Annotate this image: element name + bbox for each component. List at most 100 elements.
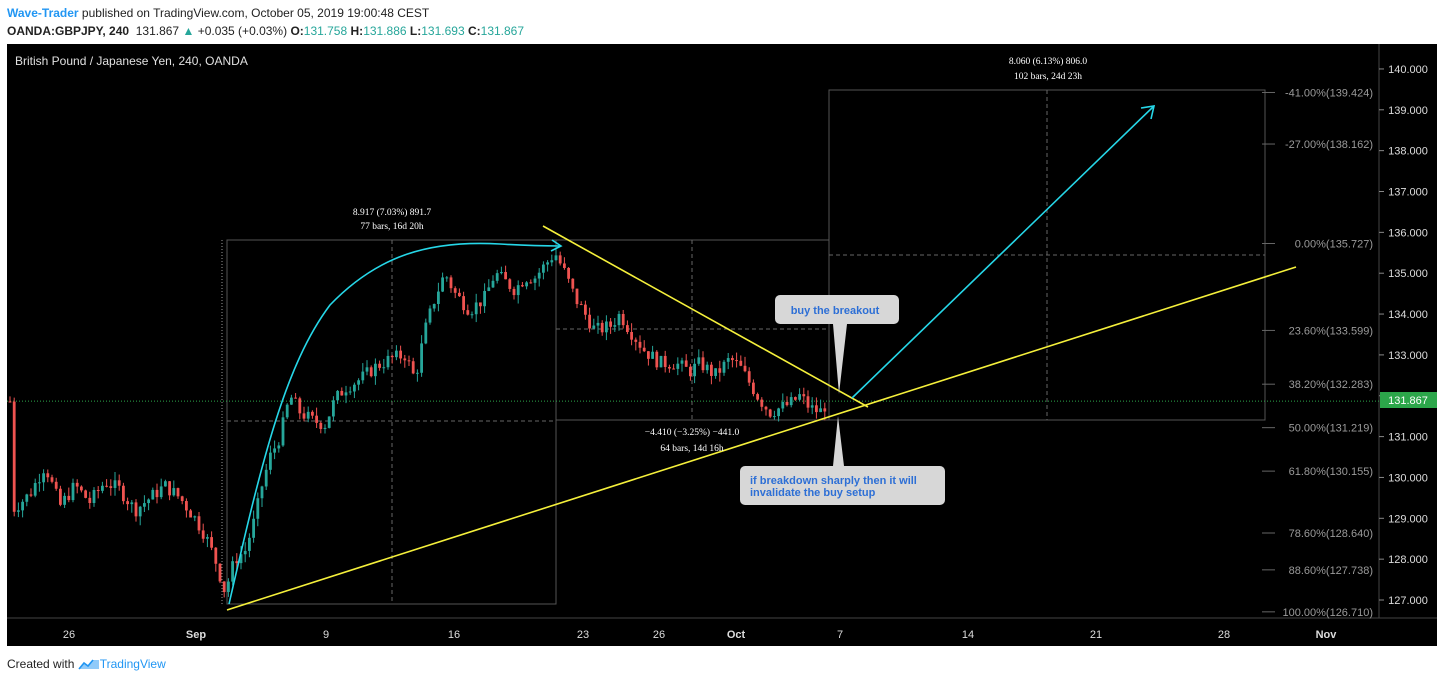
candle-body [197, 516, 201, 531]
candle-body [592, 325, 596, 329]
candle-body [344, 392, 348, 396]
candle-body [369, 367, 373, 377]
candle-body [609, 321, 612, 327]
last-price-tag-text: 131.867 [1388, 395, 1428, 407]
candle-body [323, 427, 327, 429]
price-tick-label: 128.000 [1388, 554, 1428, 566]
candle-body [663, 355, 667, 367]
symbol-label[interactable]: OANDA:GBPJPY, 240 [7, 24, 130, 38]
candle-body [823, 408, 827, 412]
candle-body [92, 490, 96, 503]
candle-body [596, 322, 600, 326]
candle-body [466, 310, 470, 315]
candle-body [159, 486, 163, 498]
rally-arc [228, 242, 561, 605]
tradingview-logo-icon [78, 659, 99, 670]
candle-body [420, 343, 423, 373]
fib-level-label: 0.00%(135.727) [1295, 239, 1373, 251]
candle-body [374, 363, 377, 377]
candle-body [113, 480, 117, 488]
candle-body [533, 278, 537, 283]
candle-body [428, 308, 432, 323]
candle-body [222, 581, 226, 593]
close-value: 131.867 [480, 24, 525, 38]
candle-body [819, 408, 822, 413]
price-axis[interactable] [1379, 44, 1437, 618]
candle-body [768, 409, 772, 417]
candle-body [193, 516, 197, 518]
callout-buy[interactable]: buy the breakout [775, 295, 899, 394]
high-value: 131.886 [363, 24, 407, 38]
candle-body [353, 384, 356, 392]
candle-body [168, 481, 171, 496]
price-tick-label: 129.000 [1388, 513, 1428, 525]
price-tick-label: 138.000 [1388, 146, 1428, 158]
candle-body [701, 357, 705, 371]
candle-body [689, 366, 692, 377]
candle-body [437, 291, 440, 304]
candle-body [630, 331, 633, 340]
candle-body [285, 404, 289, 418]
measure-1-line1: 8.917 (7.03%) 891.7 [353, 207, 432, 218]
price-tick-label: 131.000 [1388, 432, 1428, 444]
price-tick-label: 130.000 [1388, 472, 1428, 484]
candle-body [773, 416, 776, 418]
candle-body [311, 411, 314, 416]
candle-body [134, 502, 138, 517]
candle-body [151, 489, 155, 500]
candle-body [273, 448, 276, 453]
callout-invalidate[interactable]: if breakdown sharply then it will invali… [740, 416, 945, 505]
rally-arc-arrowhead [550, 239, 563, 252]
candle-body [794, 397, 797, 400]
footer: Created with TradingView [7, 657, 166, 671]
candle-body [231, 561, 234, 582]
candle-body [180, 496, 184, 502]
measure-3-line1: 8.060 (6.13%) 806.0 [1009, 56, 1088, 67]
candle-body [521, 285, 524, 287]
candle-body [17, 510, 20, 512]
candle-body [130, 502, 134, 505]
candle-body [126, 501, 129, 505]
candle-body [395, 350, 398, 358]
candle-body [462, 296, 465, 311]
fib-level-label: 50.00%(131.219) [1289, 423, 1373, 435]
candle-body [50, 477, 54, 482]
candle-body [684, 360, 688, 367]
candle-body [777, 408, 780, 417]
candle-body [458, 292, 461, 297]
candle-body [214, 547, 218, 564]
candle-body [588, 314, 591, 329]
candle-body [260, 486, 264, 499]
candle-body [302, 413, 306, 419]
candle-body [479, 302, 482, 307]
last-price-tag-bg [1380, 392, 1437, 408]
tradingview-link[interactable]: TradingView [99, 657, 166, 671]
candle-body [802, 394, 806, 397]
time-tick-label: 14 [962, 629, 974, 641]
time-axis[interactable] [7, 618, 1437, 646]
candle-body [647, 351, 650, 359]
last-price: 131.867 [135, 24, 180, 38]
candle-body [218, 563, 222, 582]
candle-body [579, 304, 583, 306]
candle-body [693, 363, 696, 377]
candle-body [206, 537, 209, 539]
candle-body [189, 510, 192, 518]
candle-body [571, 278, 575, 289]
candle-body [164, 481, 167, 487]
author-link[interactable]: Wave-Trader [7, 6, 79, 20]
candle-body [542, 264, 545, 273]
time-tick-label: 9 [323, 629, 329, 641]
candle-body [600, 322, 604, 333]
candle-body [327, 416, 331, 428]
time-tick-label: 28 [1218, 629, 1230, 641]
candle-body [785, 401, 789, 406]
candle-body [185, 501, 188, 511]
candle-body [798, 394, 801, 400]
candle-body [281, 417, 285, 446]
chart-header: Wave-Trader published on TradingView.com… [7, 4, 524, 40]
callout-buy-text: buy the breakout [791, 305, 880, 317]
candle-body [449, 277, 453, 289]
candle-body [277, 445, 281, 449]
